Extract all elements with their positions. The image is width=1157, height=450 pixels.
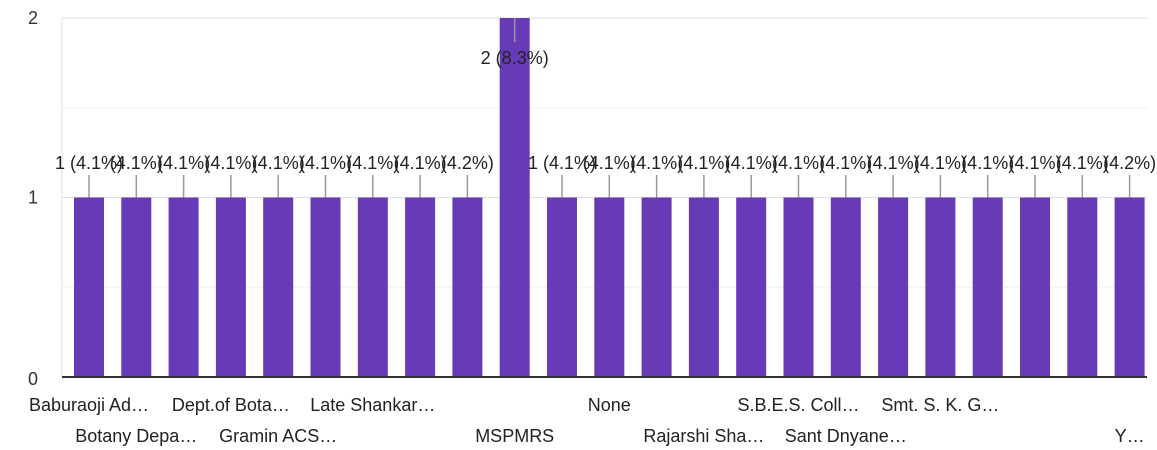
bar [972,197,1003,377]
data-label: (4.1%) [1056,153,1109,173]
y-tick-label: 1 [28,188,38,208]
bar [357,197,388,377]
bar [215,197,246,377]
bar [263,197,294,377]
data-label: (4.1%) [867,153,920,173]
data-label: (4.2%) [441,153,494,173]
bar [830,197,861,377]
x-category-label: Rajarshi Sha… [643,426,764,446]
bar [168,197,199,377]
data-label: (4.1%) [677,153,730,173]
bar [499,18,530,377]
bar [74,197,104,377]
data-label: (4.1%) [299,153,352,173]
data-label: (4.2%) [1103,153,1156,173]
x-axis-labels: Baburaoji Ad… Botany Depa… Dept.of Bota… Gr… [29,395,1145,446]
bar [594,197,625,377]
bar [452,197,483,377]
data-label: (4.1%) [394,153,447,173]
bar [878,197,909,377]
data-label: (4.1%) [630,153,683,173]
data-label: (4.1%) [914,153,967,173]
x-category-label: Dept.of Bota… [172,395,290,415]
data-label: (4.1%) [819,153,872,173]
data-label: 1 (4.1%) [528,153,596,173]
bar [783,197,814,377]
x-category-label: Baburaoji Ad… [29,395,149,415]
bars [74,18,1145,377]
bar [310,197,341,377]
x-category-label: None [588,395,631,415]
bar [736,197,767,377]
bar [1114,197,1145,377]
x-category-label: Gramin ACS… [219,426,337,446]
x-category-label: Smt. S. K. G… [881,395,999,415]
data-label: (4.1%) [961,153,1014,173]
data-label: (4.1%) [110,153,163,173]
data-label: (4.1%) [725,153,778,173]
data-label: (4.1%) [772,153,825,173]
bar [1020,197,1050,377]
y-tick-label: 0 [28,369,38,389]
x-category-label: Y… [1115,426,1145,446]
data-label: (4.1%) [583,153,636,173]
y-axis-ticks: 0 1 2 [28,8,38,389]
x-category-label: S.B.E.S. Coll… [737,395,859,415]
data-label: 1 (4.1%) [55,153,123,173]
bar [688,197,719,377]
data-label: (4.1%) [252,153,305,173]
x-category-label: MSPMRS [475,426,554,446]
x-category-label: Late Shankar… [310,395,435,415]
x-category-label: Botany Depa… [75,426,197,446]
bar [641,197,672,377]
bar [547,197,577,377]
bar [925,197,956,377]
data-label: (4.1%) [346,153,399,173]
data-label: (4.1%) [1008,153,1061,173]
data-label: (4.1%) [204,153,257,173]
data-label: (4.1%) [157,153,210,173]
y-tick-label: 2 [28,8,38,28]
data-label: 2 (8.3%) [481,48,549,68]
data-labels: 1 (4.1%)(4.1%)(4.1%)(4.1%)(4.1%)(4.1%)(4… [55,18,1156,198]
x-category-label: Sant Dnyane… [785,426,907,446]
bar [405,197,436,377]
bar [121,197,152,377]
bar [1067,197,1098,377]
